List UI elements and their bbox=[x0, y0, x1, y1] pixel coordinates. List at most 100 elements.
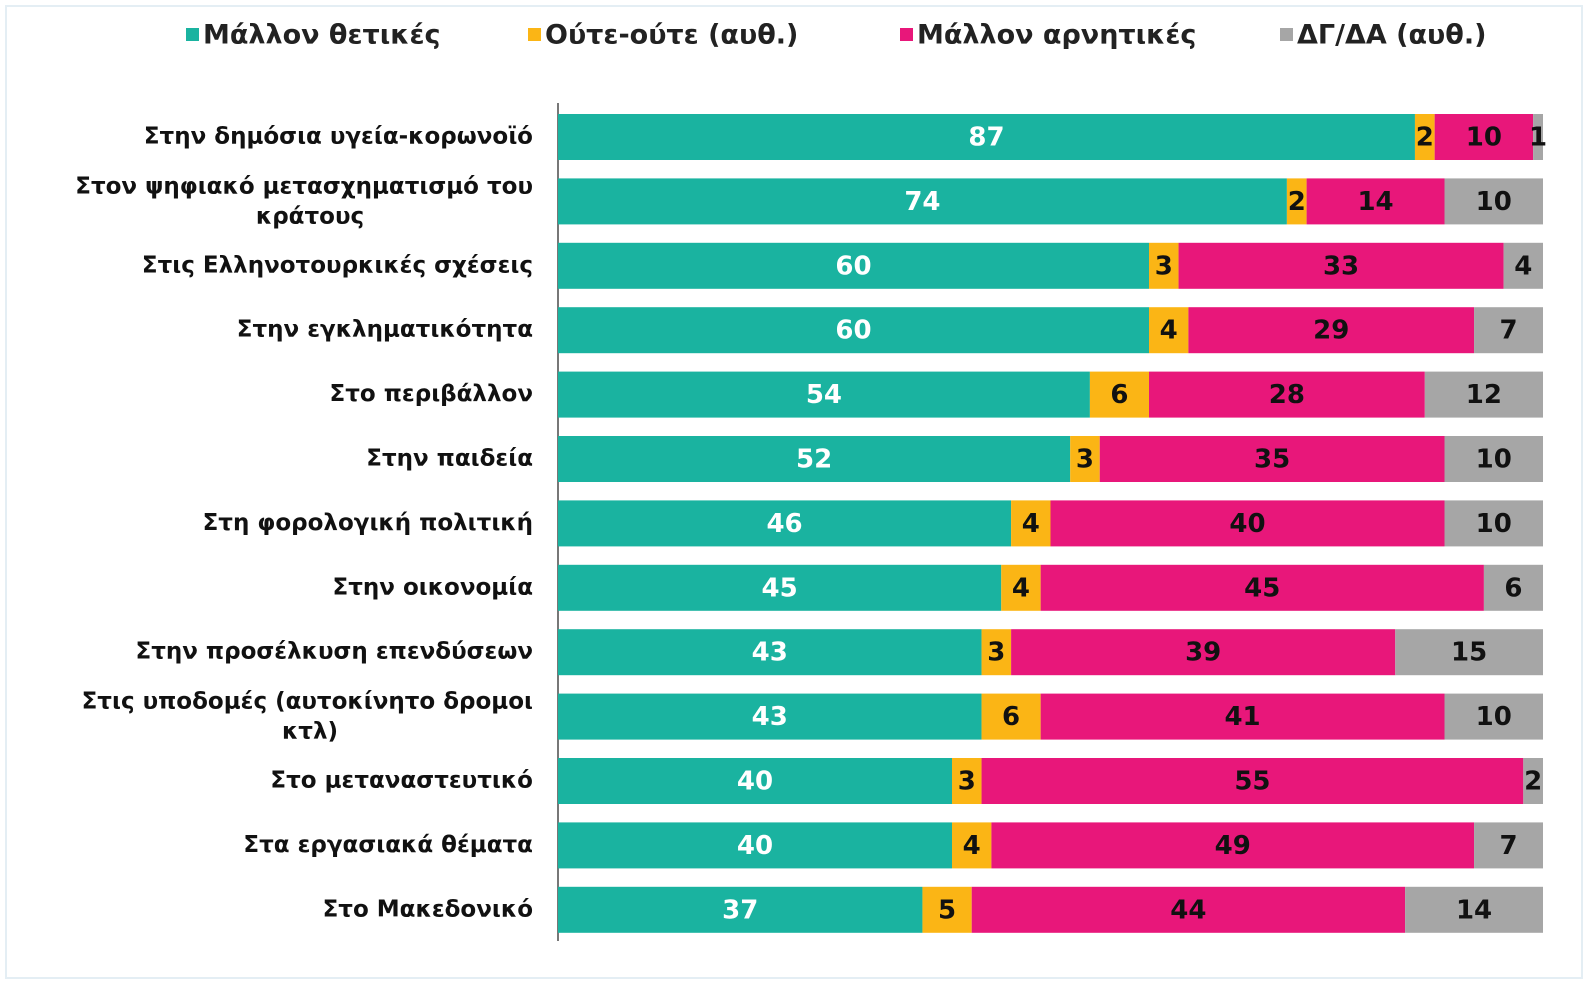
bar-segment bbox=[1414, 114, 1435, 160]
bar-segment bbox=[1188, 307, 1475, 354]
bar-segment bbox=[558, 629, 982, 676]
bar-segment bbox=[558, 822, 952, 869]
bar-segment bbox=[1444, 436, 1543, 482]
data-label: 3 bbox=[1076, 445, 1094, 475]
bar-segment bbox=[981, 629, 1012, 676]
data-label: 43 bbox=[752, 702, 788, 732]
bar-segment bbox=[1001, 564, 1041, 611]
legend-swatch bbox=[186, 28, 199, 41]
bar-segment bbox=[558, 436, 1071, 482]
bar-segment bbox=[558, 500, 1012, 547]
data-label: 44 bbox=[1170, 895, 1206, 925]
bar-segment bbox=[981, 693, 1041, 740]
data-label: 41 bbox=[1224, 702, 1260, 732]
data-label: 35 bbox=[1254, 445, 1290, 475]
category-label: Στο Μακεδονικό bbox=[323, 896, 533, 922]
category-label: Στα εργασιακά θέματα bbox=[243, 832, 533, 858]
data-label: 3 bbox=[987, 638, 1005, 668]
category-label: Στον ψηφιακό μετασχηματισμό του κράτους bbox=[75, 173, 533, 229]
data-label: 6 bbox=[1002, 702, 1020, 732]
frame bbox=[5, 5, 1583, 979]
category-label: Στην παιδεία bbox=[366, 446, 533, 472]
data-label: 43 bbox=[752, 638, 788, 668]
category-label: Στη φορολογική πολιτική bbox=[203, 510, 533, 536]
data-label: 1 bbox=[1529, 123, 1547, 153]
data-label: 5 bbox=[938, 895, 956, 925]
legend-label: ΔΓ/ΔΑ (αυθ.) bbox=[1297, 20, 1486, 51]
data-label: 60 bbox=[835, 251, 871, 281]
bar-segment bbox=[1395, 629, 1543, 676]
data-label: 40 bbox=[737, 767, 773, 797]
legend-label: Ούτε-ούτε (αυθ.) bbox=[545, 20, 798, 51]
data-label: 4 bbox=[963, 831, 981, 861]
category-label: Στην προσέλκυση επενδύσεων bbox=[135, 639, 533, 665]
bar-segment bbox=[1099, 436, 1445, 482]
bar-segment bbox=[558, 242, 1149, 289]
bar-segment bbox=[1040, 693, 1445, 740]
data-label: 40 bbox=[1229, 509, 1265, 539]
data-label: 10 bbox=[1476, 702, 1512, 732]
bar-segment bbox=[1424, 371, 1543, 418]
data-label: 3 bbox=[1155, 251, 1173, 281]
bar-segment bbox=[1011, 500, 1051, 547]
category-label: Στις υποδομές (αυτοκίνητο δρομοι κτλ) bbox=[82, 688, 533, 744]
data-label: 39 bbox=[1185, 638, 1221, 668]
data-label: 29 bbox=[1313, 316, 1349, 346]
bar-segment bbox=[952, 758, 982, 804]
data-label: 46 bbox=[766, 509, 802, 539]
data-label: 55 bbox=[1234, 767, 1270, 797]
category-label: Στην δημόσια υγεία-κορωνοϊό bbox=[144, 124, 533, 150]
data-label: 15 bbox=[1451, 638, 1487, 668]
bar-segment bbox=[922, 886, 972, 933]
bar-segment bbox=[1149, 371, 1425, 418]
data-label: 45 bbox=[1244, 573, 1280, 603]
legend-swatch bbox=[900, 28, 913, 41]
bar-segment bbox=[1533, 114, 1543, 160]
data-label: 2 bbox=[1288, 187, 1306, 217]
data-label: 87 bbox=[968, 123, 1004, 153]
data-label: 2 bbox=[1524, 767, 1542, 797]
bar-segment bbox=[1178, 242, 1504, 289]
bar-segment bbox=[558, 886, 923, 933]
data-label: 7 bbox=[1499, 831, 1517, 861]
bar-segment bbox=[1050, 500, 1445, 547]
data-label: 10 bbox=[1476, 187, 1512, 217]
bar-segment bbox=[1149, 242, 1179, 289]
bar-segment bbox=[558, 307, 1149, 354]
bar-segment bbox=[1434, 114, 1534, 160]
bar-segment bbox=[1523, 758, 1543, 804]
bar-segment bbox=[558, 178, 1287, 225]
bar-segment bbox=[1405, 886, 1543, 933]
bar-segment bbox=[1089, 371, 1149, 418]
category-label: Στο μεταναστευτικό bbox=[270, 768, 533, 794]
bar-segment bbox=[1070, 436, 1100, 482]
data-label: 12 bbox=[1466, 380, 1502, 410]
bar-segment bbox=[952, 822, 992, 869]
data-label: 10 bbox=[1476, 445, 1512, 475]
data-label: 2 bbox=[1416, 123, 1434, 153]
category-label: Στο περιβάλλον bbox=[330, 381, 533, 407]
data-label: 54 bbox=[806, 380, 842, 410]
data-label: 40 bbox=[737, 831, 773, 861]
data-label: 74 bbox=[904, 187, 940, 217]
legend-label: Μάλλον θετικές bbox=[203, 20, 440, 51]
data-label: 52 bbox=[796, 445, 832, 475]
bar-segment bbox=[558, 114, 1415, 160]
data-label: 49 bbox=[1215, 831, 1251, 861]
bar-segment bbox=[1444, 178, 1543, 225]
bar-segment bbox=[1503, 242, 1543, 289]
data-label: 45 bbox=[762, 573, 798, 603]
data-label: 28 bbox=[1269, 380, 1305, 410]
category-label: Στην οικονομία bbox=[333, 574, 534, 600]
bar-segment bbox=[1474, 307, 1543, 354]
bar-segment bbox=[1149, 307, 1189, 354]
bar-segment bbox=[1483, 564, 1543, 611]
category-label: Στις Ελληνοτουρκικές σχέσεις bbox=[142, 252, 533, 278]
data-label: 4 bbox=[1022, 509, 1040, 539]
bar-segment bbox=[991, 822, 1475, 869]
bar-segment bbox=[558, 758, 952, 804]
bar-segment bbox=[1306, 178, 1445, 225]
data-label: 14 bbox=[1357, 187, 1393, 217]
bar-segment bbox=[971, 886, 1406, 933]
